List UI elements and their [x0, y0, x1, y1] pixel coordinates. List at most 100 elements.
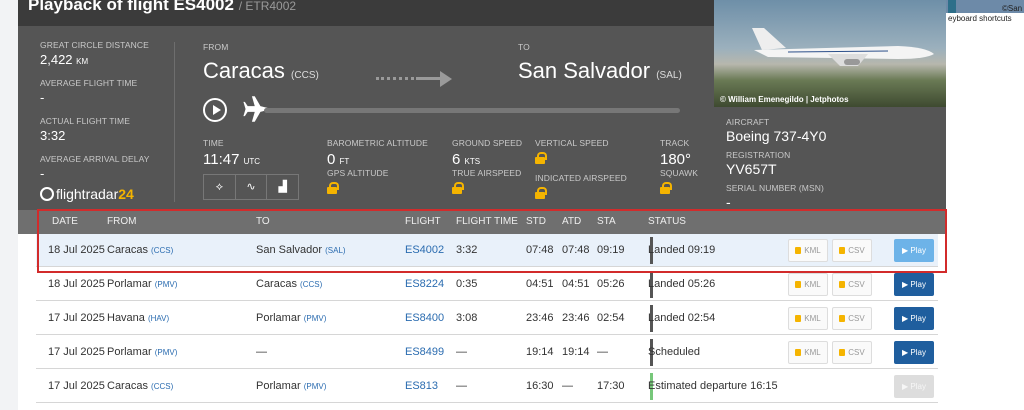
route-view-button[interactable]: ∿ [236, 175, 268, 199]
to-label: To [518, 42, 530, 52]
aircraft-photo[interactable]: © William Emenegildo | Jetphotos [714, 0, 946, 107]
row-status: Landed 09:19 [648, 244, 716, 256]
row-sta: 05:26 [597, 278, 625, 290]
lock-icon [795, 247, 802, 254]
kml-button[interactable]: KML [788, 341, 828, 364]
row-status: Estimated departure 16:15 [648, 380, 778, 392]
row-sta: 02:54 [597, 312, 625, 324]
row-to: San Salvador (SAL) [256, 244, 346, 256]
row-flight-link[interactable]: ES813 [405, 380, 439, 392]
lock-icon [535, 152, 547, 164]
row-from: Caracas (CCS) [107, 380, 174, 392]
row-to: Porlamar (PMV) [256, 312, 327, 324]
play-button[interactable]: ▶ Play [894, 375, 934, 398]
avg-delay-label: Average arrival delay [40, 154, 150, 164]
kml-button[interactable]: KML [788, 239, 828, 262]
play-button[interactable]: ▶ Play [894, 341, 934, 364]
divider [174, 42, 175, 202]
status-indicator [650, 373, 653, 400]
speed-metric: Ground speed 6 KTS True airspeed [452, 138, 522, 199]
selection-highlight-box [37, 209, 947, 273]
kml-button[interactable]: KML [788, 307, 828, 330]
radar-icon [40, 187, 54, 201]
great-circle-stat: Great circle distance 2,422 KM [40, 40, 174, 67]
play-button[interactable]: ▶ Play [894, 273, 934, 296]
view-mode-buttons: ⟡ ∿ ▟ [203, 174, 299, 200]
status-indicator [650, 305, 653, 332]
collapse-view-button[interactable]: ⟡ [204, 175, 236, 199]
row-flight-time: — [456, 380, 467, 392]
table-row[interactable]: 18 Jul 2025 Porlamar (PMV) Caracas (CCS)… [36, 268, 938, 301]
playback-play-button[interactable] [203, 98, 227, 122]
row-std: 07:48 [526, 244, 554, 256]
kml-button[interactable]: KML [788, 273, 828, 296]
lock-icon [839, 349, 846, 356]
flight-info-panel: Great circle distance 2,422 KM Average f… [18, 26, 714, 210]
row-from: Caracas (CCS) [107, 244, 174, 256]
route-arrow-icon [376, 68, 456, 88]
row-atd: 19:14 [562, 346, 590, 358]
csv-button[interactable]: CSV [832, 307, 872, 330]
row-flight-link[interactable]: ES4002 [405, 244, 445, 256]
flightradar24-logo[interactable]: flightradar24 [40, 186, 134, 202]
lock-icon [839, 247, 846, 254]
row-atd: 23:46 [562, 312, 590, 324]
col-from: From [107, 216, 137, 227]
row-std: 16:30 [526, 380, 554, 392]
lock-icon [795, 315, 802, 322]
actual-time-label: Actual flight time [40, 116, 130, 126]
row-sta: 17:30 [597, 380, 625, 392]
destination-city: San Salvador (SAL) [518, 58, 682, 83]
keyboard-shortcuts-link[interactable]: eyboard shortcuts [948, 14, 1012, 23]
csv-button[interactable]: CSV [832, 341, 872, 364]
col-status: Status [648, 216, 686, 227]
vertical-speed-metric: Vertical speed Indicated airspeed [535, 138, 627, 204]
play-button[interactable]: ▶ Play [894, 307, 934, 330]
serial-label: Serial number (MSN) [726, 183, 824, 193]
row-atd: 04:51 [562, 278, 590, 290]
origin-city: Caracas (CCS) [203, 58, 319, 83]
great-circle-label: Great circle distance [40, 40, 149, 50]
play-button[interactable]: ▶ Play [894, 239, 934, 262]
time-metric: Time 11:47 UTC [203, 138, 261, 168]
table-row[interactable]: 17 Jul 2025 Caracas (CCS) Porlamar (PMV)… [36, 370, 938, 403]
row-to: Caracas (CCS) [256, 278, 323, 290]
history-table-header: Date From To Flight Flight time STD ATD … [18, 210, 946, 234]
page-background-left [0, 0, 18, 410]
col-atd: ATD [562, 216, 582, 227]
row-date: 18 Jul 2025 [48, 278, 105, 290]
csv-button[interactable]: CSV [832, 239, 872, 262]
row-from: Havana (HAV) [107, 312, 170, 324]
row-atd: — [562, 380, 573, 392]
photo-credit: © William Emenegildo | Jetphotos [720, 95, 849, 104]
status-indicator [650, 271, 653, 298]
col-std: STD [526, 216, 546, 227]
row-flight-link[interactable]: ES8499 [405, 346, 445, 358]
table-row[interactable]: 17 Jul 2025 Havana (HAV) Porlamar (PMV) … [36, 302, 938, 335]
col-date: Date [52, 216, 78, 227]
csv-button[interactable]: CSV [832, 273, 872, 296]
row-from: Porlamar (PMV) [107, 346, 178, 358]
row-flight-link[interactable]: ES8224 [405, 278, 445, 290]
row-atd: 07:48 [562, 244, 590, 256]
graph-view-button[interactable]: ▟ [278, 181, 287, 193]
avg-delay-stat: Average arrival delay - [40, 154, 174, 181]
title-bar: Playback of flight ES4002 / ETR4002 [18, 0, 714, 26]
actual-time-stat: Actual flight time 3:32 [40, 116, 174, 143]
col-flight-time: Flight time [456, 216, 518, 227]
from-label: From [203, 42, 229, 52]
col-sta: STA [597, 216, 616, 227]
aircraft-info: Aircraft Boeing 737-4Y0 Registration YV6… [714, 107, 946, 210]
status-indicator [650, 237, 653, 264]
avg-delay-value: - [40, 166, 45, 181]
plane-icon[interactable] [242, 92, 276, 126]
row-flight-time: 0:35 [456, 278, 478, 290]
table-row[interactable]: 17 Jul 2025 Porlamar (PMV) — ES8499 — 19… [36, 336, 938, 369]
row-date: 17 Jul 2025 [48, 380, 105, 392]
row-flight-link[interactable]: ES8400 [405, 312, 445, 324]
playback-timeline-slider[interactable] [264, 108, 680, 113]
table-row[interactable]: 18 Jul 2025 Caracas (CCS) San Salvador (… [36, 234, 938, 267]
row-status: Landed 02:54 [648, 312, 716, 324]
row-std: 23:46 [526, 312, 554, 324]
row-date: 17 Jul 2025 [48, 312, 105, 324]
